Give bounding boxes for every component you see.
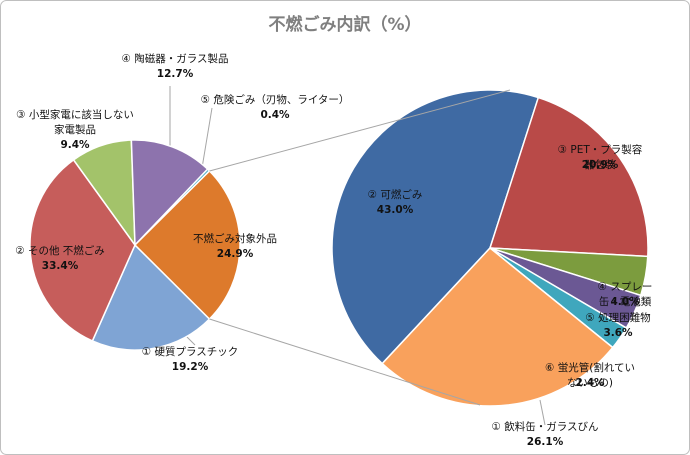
- leader: [539, 399, 546, 426]
- value-label: 0.4%: [260, 109, 290, 121]
- value-label: 9.4%: [60, 139, 90, 151]
- pie-slice: [91, 243, 211, 351]
- pie-slice: [133, 169, 241, 321]
- slice-label: ③ 小型家電に該当しない 家電製品: [16, 109, 134, 136]
- pie-slice: [130, 139, 209, 247]
- slice-label: ④ スプレー缶・電池類: [597, 281, 653, 308]
- pie-slice: [331, 89, 540, 365]
- pie-slice: [29, 158, 136, 342]
- value-label: 43.0%: [376, 204, 414, 216]
- value-label: 33.4%: [41, 260, 79, 272]
- slice-label: ② 可燃ごみ: [367, 189, 423, 201]
- value-label: 20.9%: [581, 159, 619, 171]
- connector-line: [209, 89, 511, 172]
- value-label: 19.2%: [171, 361, 209, 373]
- chart-title: 不燃ごみ内訳（%）: [268, 15, 422, 35]
- value-label: 4.0%: [610, 296, 640, 308]
- slice-label: 不燃ごみ対象外品: [193, 233, 277, 245]
- slice-label: ② その他 不燃ごみ: [15, 245, 105, 257]
- slice-label: ① 硬質プラスチック: [141, 346, 239, 358]
- slice-label: ⑤ 処理困難物: [585, 312, 651, 324]
- slice-label: ⑤ 危険ごみ（刃物、ライター）: [200, 94, 350, 106]
- value-label: 12.7%: [156, 68, 194, 80]
- value-label: 3.6%: [603, 327, 633, 339]
- connector-line: [209, 318, 481, 406]
- slice-label: ① 飲料缶・ガラスびん: [491, 421, 599, 433]
- value-label: 2.4%: [575, 377, 605, 389]
- slice-label: ③ PET・プラ製容器包装: [557, 144, 643, 171]
- slice-label: ④ 陶磁器・ガラス製品: [121, 53, 229, 65]
- value-label: 26.1%: [526, 436, 564, 448]
- pie-slice: [488, 96, 649, 258]
- slice-label: ⑥ 蛍光管(割れていないもの): [544, 362, 636, 389]
- value-label: 24.9%: [216, 248, 254, 260]
